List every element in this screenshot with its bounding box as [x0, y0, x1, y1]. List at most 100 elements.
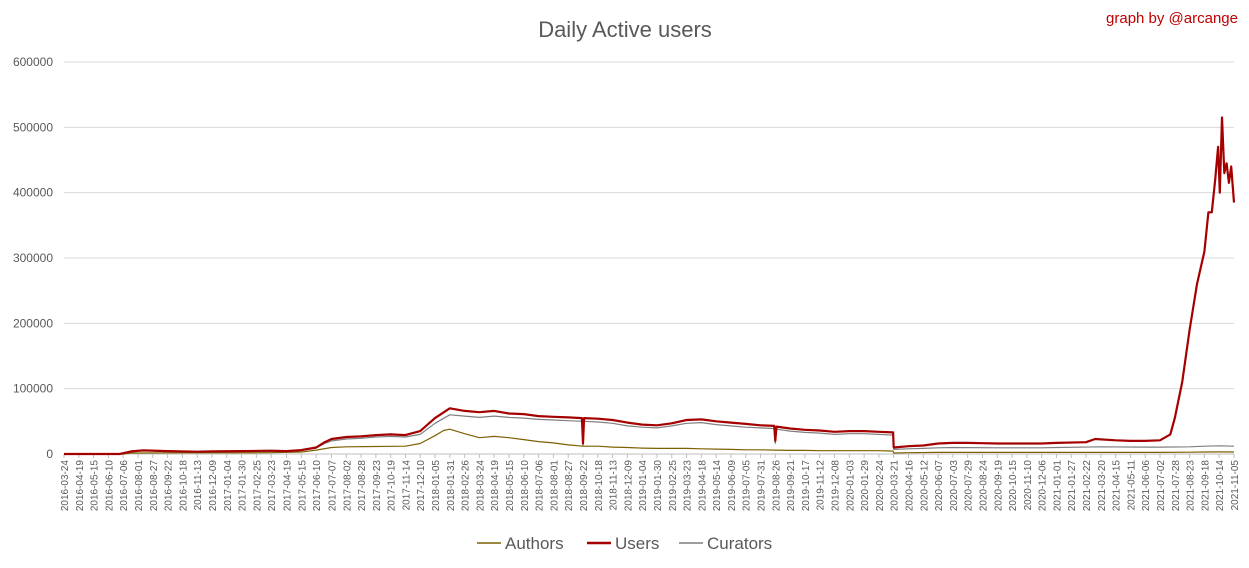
x-tick-label: 2021-07-02	[1156, 460, 1167, 512]
x-tick-label: 2021-04-15	[1112, 460, 1123, 512]
x-tick-label: 2018-08-27	[564, 460, 575, 512]
x-tick-label: 2016-04-19	[75, 460, 86, 512]
x-tick-label: 2017-02-25	[252, 460, 263, 512]
x-tick-label: 2016-06-10	[104, 460, 115, 512]
x-tick-label: 2016-05-15	[90, 460, 101, 512]
x-tick-label: 2019-07-31	[757, 460, 768, 512]
x-tick-label: 2018-09-22	[579, 460, 590, 512]
x-tick-label: 2017-11-14	[401, 460, 412, 511]
series-line-authors	[64, 428, 1235, 455]
x-tick-label: 2020-06-07	[934, 460, 945, 512]
x-tick-label: 2017-03-23	[267, 460, 278, 512]
x-tick-label: 2017-01-30	[238, 460, 249, 512]
x-tick-label: 2017-08-02	[342, 460, 353, 512]
x-tick-label: 2016-03-24	[60, 460, 71, 512]
legend-label: Authors	[505, 534, 564, 553]
legend-label: Users	[615, 534, 659, 553]
x-tick-label: 2020-12-06	[1038, 460, 1049, 512]
x-tick-label: 2017-05-15	[297, 460, 308, 512]
x-tick-label: 2020-09-19	[993, 460, 1004, 512]
x-tick-label: 2018-11-13	[609, 460, 620, 511]
gridlines	[64, 61, 1234, 455]
y-tick-label: 500000	[13, 120, 53, 134]
x-tick-label: 2019-11-12	[816, 460, 827, 511]
chart-title: Daily Active users	[538, 17, 712, 42]
legend-item-users: Users	[587, 534, 659, 553]
x-tick-label: 2019-06-09	[727, 460, 738, 512]
x-tick-label: 2019-05-14	[712, 460, 723, 512]
x-tick-label: 2017-06-10	[312, 460, 323, 512]
x-tick-label: 2020-08-24	[978, 460, 989, 512]
x-tick-label: 2021-03-20	[1097, 460, 1108, 512]
x-tick-label: 2020-05-12	[919, 460, 930, 512]
x-tick-label: 2017-07-07	[327, 460, 338, 512]
x-tick-label: 2017-01-04	[223, 460, 234, 512]
y-tick-label: 400000	[13, 186, 53, 200]
x-tick-label: 2017-04-19	[283, 460, 294, 512]
x-tick-label: 2020-01-03	[845, 460, 856, 512]
x-tick-label: 2021-11-05	[1230, 460, 1241, 511]
x-tick-label: 2016-08-27	[149, 460, 160, 512]
x-tick-label: 2019-03-23	[683, 460, 694, 512]
x-tick-label: 2020-04-16	[904, 460, 915, 512]
x-tick-label: 2021-08-23	[1186, 460, 1197, 512]
y-axis: 0 100000 200000 300000 400000 500000 600000	[13, 55, 53, 461]
x-tick-label: 2018-07-06	[535, 460, 546, 512]
x-tick-label: 2020-03-21	[890, 460, 901, 512]
y-tick-label: 100000	[13, 382, 53, 396]
y-tick-label: 300000	[13, 251, 53, 265]
x-tick-label: 2016-11-13	[193, 460, 204, 511]
x-tick-label: 2018-01-05	[431, 460, 442, 512]
legend-label: Curators	[707, 534, 772, 553]
x-tick-label: 2021-05-11	[1126, 460, 1137, 511]
x-tick-label: 2017-09-23	[372, 460, 383, 512]
x-tick-label: 2019-12-08	[831, 460, 842, 512]
x-tick-label: 2018-04-19	[490, 460, 501, 512]
x-tick-label: 2020-02-24	[875, 460, 886, 512]
x-tick-label: 2020-01-29	[860, 460, 871, 512]
x-tick-label: 2019-08-26	[771, 460, 782, 512]
x-tick-label: 2018-08-01	[549, 460, 560, 512]
x-tick-label: 2020-07-03	[949, 460, 960, 512]
x-tick-label: 2020-10-15	[1008, 460, 1019, 512]
x-tick-label: 2021-01-27	[1067, 460, 1078, 512]
x-tick-label: 2019-09-21	[786, 460, 797, 512]
chart-credit: graph by @arcange	[1106, 10, 1238, 27]
x-tick-label: 2021-06-06	[1141, 460, 1152, 512]
x-axis: 2016-03-24 2016-04-19 2016-05-15 2016-06-10…	[60, 454, 1241, 511]
x-tick-label: 2016-12-09	[208, 460, 219, 512]
x-tick-label: 2018-03-24	[475, 460, 486, 512]
x-tick-label: 2021-01-01	[1052, 460, 1063, 512]
x-tick-label: 2019-10-17	[801, 460, 812, 512]
y-tick-label: 0	[46, 447, 53, 461]
x-tick-label: 2017-12-10	[416, 460, 427, 512]
x-tick-label: 2021-09-18	[1200, 460, 1211, 512]
x-tick-label: 2018-10-18	[594, 460, 605, 512]
x-tick-label: 2019-01-30	[653, 460, 664, 512]
x-tick-label: 2018-02-26	[461, 460, 472, 512]
x-tick-label: 2021-02-22	[1082, 460, 1093, 512]
x-tick-label: 2019-01-04	[638, 460, 649, 512]
legend-item-curators: Curators	[679, 534, 772, 553]
y-tick-label: 600000	[13, 55, 53, 69]
x-tick-label: 2020-11-10	[1023, 460, 1034, 511]
series-line-users	[64, 116, 1236, 456]
x-tick-label: 2018-05-15	[505, 460, 516, 512]
x-tick-label: 2021-07-28	[1171, 460, 1182, 512]
x-tick-label: 2020-07-29	[964, 460, 975, 512]
x-tick-label: 2019-02-25	[668, 460, 679, 512]
x-tick-label: 2021-10-14	[1215, 460, 1226, 512]
x-tick-label: 2017-10-19	[387, 460, 398, 512]
plot-area	[64, 116, 1236, 456]
x-tick-label: 2019-07-05	[742, 460, 753, 512]
x-tick-label: 2019-04-18	[697, 460, 708, 512]
x-tick-label: 2016-10-18	[178, 460, 189, 512]
x-tick-label: 2018-01-31	[446, 460, 457, 512]
x-tick-label: 2016-08-01	[134, 460, 145, 512]
x-tick-label: 2018-06-10	[520, 460, 531, 512]
x-tick-label: 2017-08-28	[357, 460, 368, 512]
legend: Authors Users Curators	[477, 534, 772, 553]
y-tick-label: 200000	[13, 316, 53, 330]
x-tick-label: 2018-12-09	[623, 460, 634, 512]
